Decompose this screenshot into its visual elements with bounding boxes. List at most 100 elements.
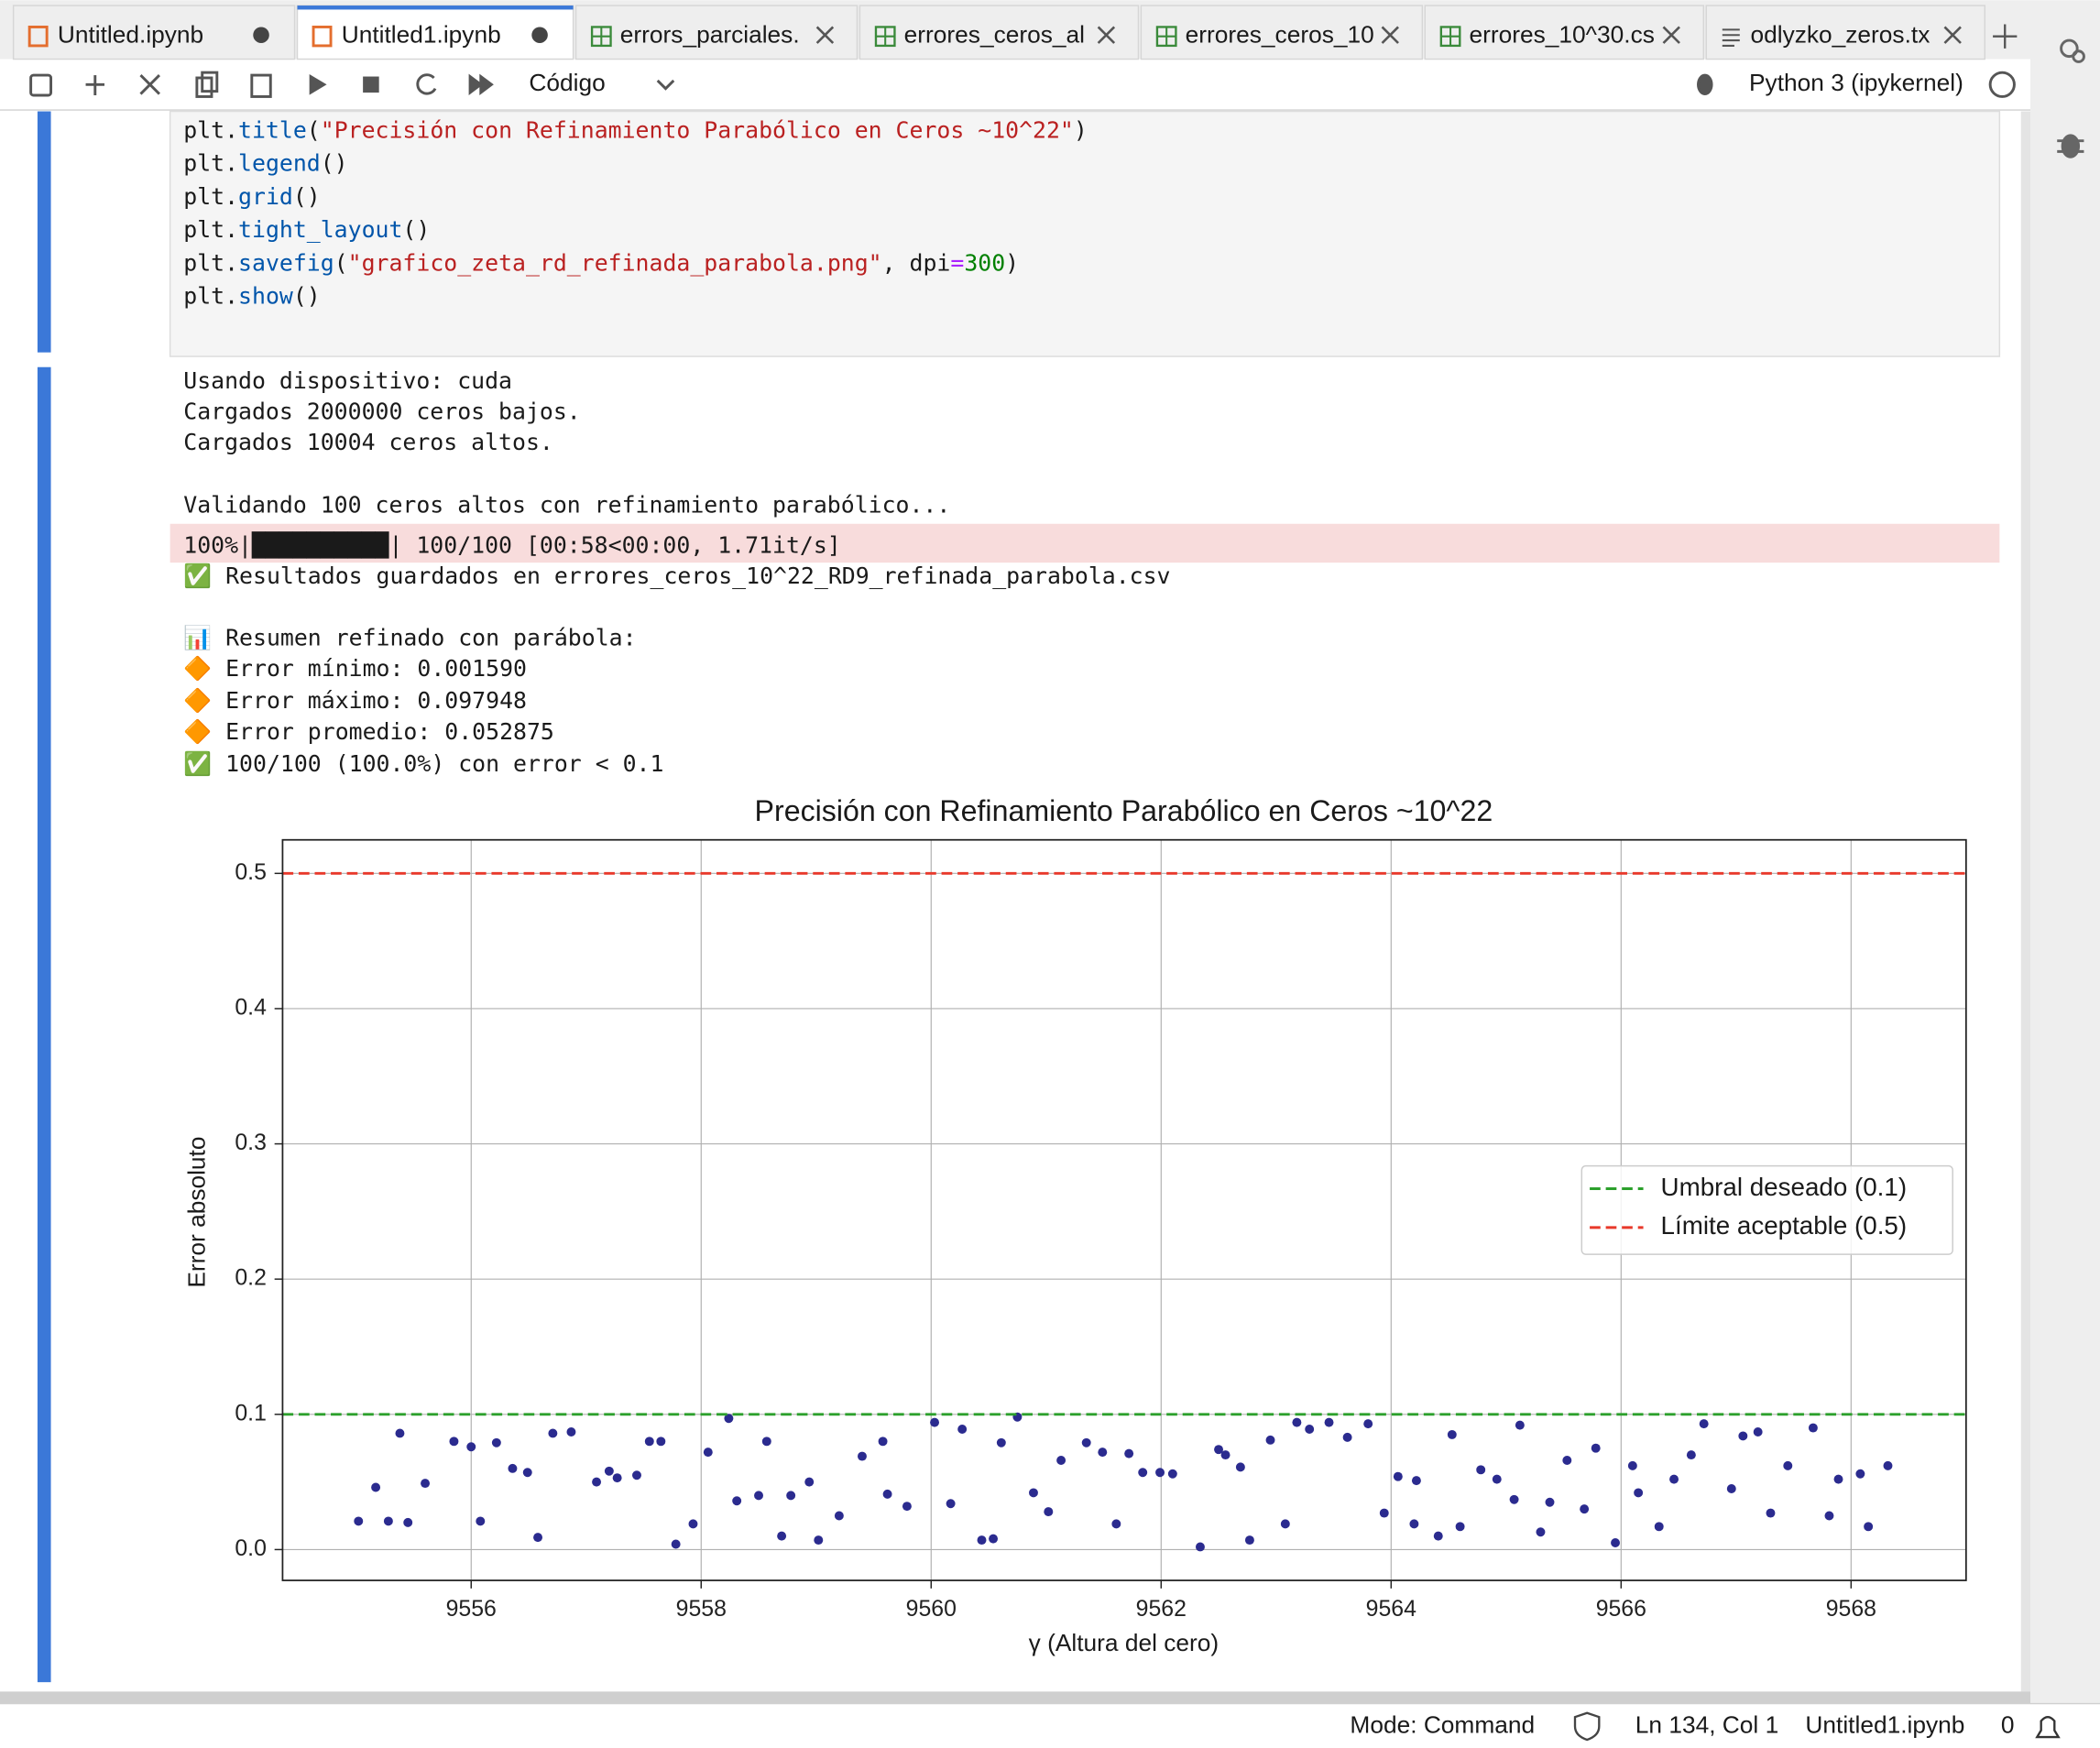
point — [996, 1437, 1006, 1448]
paste-button[interactable] — [250, 73, 272, 98]
run-button[interactable] — [309, 73, 327, 95]
tab[interactable]: Untitled1.ipynb — [296, 5, 574, 60]
point — [421, 1479, 431, 1489]
point — [1324, 1417, 1334, 1427]
point — [957, 1425, 968, 1435]
run-all-button[interactable] — [468, 73, 494, 96]
point — [1138, 1468, 1148, 1478]
point — [1244, 1535, 1254, 1546]
tab[interactable]: odlyzko_zeros.tx — [1705, 5, 1986, 60]
cell-type-dropdown[interactable] — [656, 79, 675, 91]
plot-frame — [281, 838, 1967, 1581]
tab[interactable]: errors_parciales. — [574, 5, 859, 60]
y-tick-label: 0.3 — [235, 1131, 267, 1155]
notebook-icon — [27, 25, 49, 48]
copy-button[interactable] — [195, 71, 219, 98]
close-button[interactable] — [1662, 26, 1680, 44]
tab-background — [296, 5, 574, 60]
output-line: Usando dispositivo: cuda — [183, 367, 512, 394]
point — [1044, 1507, 1054, 1517]
stop-button[interactable] — [363, 76, 379, 93]
cell-type[interactable]: Código — [529, 69, 605, 96]
tab-label[interactable]: errores_ceros_al — [904, 21, 1085, 49]
point — [703, 1448, 713, 1458]
point — [902, 1502, 912, 1512]
point — [761, 1437, 771, 1447]
point — [977, 1535, 987, 1546]
point — [732, 1496, 742, 1506]
trust-icon[interactable] — [1573, 1711, 1601, 1742]
point — [777, 1531, 787, 1541]
save-button[interactable] — [29, 73, 53, 97]
cut-button[interactable] — [139, 74, 160, 95]
tab-label[interactable]: errors_parciales. — [620, 21, 800, 49]
point — [548, 1428, 558, 1438]
kernel-name[interactable]: Python 3 (ipykernel) — [1749, 69, 1963, 96]
output-indicator — [37, 366, 51, 1683]
progress-line: 100%|██████████| 100/100 [00:58<00:00, 1… — [183, 531, 841, 560]
table-icon-grid — [875, 27, 895, 46]
tab[interactable]: errores_ceros_10 — [1140, 5, 1424, 60]
point — [1824, 1511, 1834, 1521]
new-tab-button[interactable] — [1993, 24, 2018, 49]
add-cell-button[interactable] — [85, 75, 105, 96]
tab[interactable]: errores_ceros_al — [859, 5, 1140, 60]
point — [1056, 1456, 1066, 1465]
tab[interactable]: Untitled.ipynb — [12, 5, 296, 60]
point — [1545, 1497, 1555, 1507]
tab[interactable]: errores_10^30.cs — [1424, 5, 1705, 60]
notebook-icon — [312, 25, 333, 48]
point — [395, 1428, 405, 1438]
tab-label[interactable]: Untitled1.ipynb — [342, 21, 501, 49]
point — [1155, 1468, 1165, 1478]
tab-label[interactable]: errores_10^30.cs — [1470, 21, 1655, 49]
right-sidebar — [2029, 0, 2100, 1704]
settings-icon[interactable] — [2060, 38, 2085, 63]
output-line: 🔶 Error máximo: 0.097948 — [183, 687, 527, 714]
bell-icon[interactable] — [2035, 1716, 2061, 1739]
point — [1455, 1522, 1465, 1532]
code-line: plt.tight_layout() — [183, 216, 430, 243]
point — [1363, 1419, 1373, 1429]
tab-label[interactable]: errores_ceros_10 — [1186, 21, 1374, 49]
point — [946, 1499, 956, 1509]
scrollbar — [2020, 111, 2030, 1692]
point — [834, 1511, 844, 1521]
x-tick-label: 9562 — [1136, 1597, 1187, 1622]
close-button[interactable] — [815, 26, 835, 44]
code-line: plt.legend() — [183, 150, 347, 177]
point — [1509, 1494, 1519, 1504]
point — [604, 1466, 614, 1476]
close-button[interactable] — [1943, 26, 1962, 44]
point — [632, 1470, 641, 1480]
point — [1124, 1448, 1134, 1458]
output-line: Cargados 10004 ceros altos. — [183, 429, 553, 455]
point — [644, 1437, 654, 1447]
point — [1409, 1519, 1419, 1529]
debugger-icon[interactable] — [2057, 134, 2084, 158]
point — [476, 1516, 486, 1526]
y-tick-label: 0.5 — [235, 860, 267, 885]
tab-label[interactable]: odlyzko_zeros.tx — [1750, 21, 1930, 49]
point — [449, 1437, 459, 1447]
point — [1515, 1420, 1525, 1430]
tab-label[interactable]: Untitled.ipynb — [58, 21, 203, 49]
text-icon — [1722, 28, 1740, 47]
point — [1220, 1450, 1230, 1460]
x-tick-label: 9560 — [906, 1597, 957, 1622]
point — [930, 1417, 940, 1427]
point — [1081, 1437, 1091, 1448]
point — [1235, 1462, 1245, 1472]
point — [804, 1477, 815, 1487]
code-input[interactable] — [169, 110, 2001, 357]
point — [466, 1442, 476, 1452]
point — [522, 1468, 532, 1478]
point — [1855, 1469, 1865, 1479]
x-tick-label: 9566 — [1596, 1597, 1646, 1622]
point — [1699, 1419, 1709, 1429]
restart-button[interactable] — [416, 73, 437, 95]
status-notifications[interactable]: 0 — [2001, 1710, 2015, 1738]
close-button[interactable] — [1381, 26, 1399, 44]
close-button[interactable] — [1097, 26, 1116, 44]
